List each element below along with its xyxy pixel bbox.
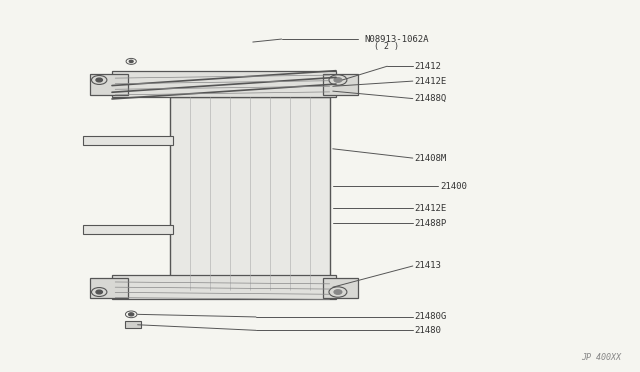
Circle shape [129,60,133,62]
Bar [83,136,173,145]
Text: 21408M: 21408M [415,154,447,163]
Bar [125,321,141,328]
Bar [90,74,128,95]
Bar [90,278,128,298]
Bar [112,71,336,97]
Text: 21412E: 21412E [415,77,447,86]
Text: 21488P: 21488P [415,219,447,228]
Text: 21480G: 21480G [415,312,447,321]
Text: JP 400XX: JP 400XX [581,353,621,362]
Bar [170,97,330,290]
Text: 21412E: 21412E [415,204,447,213]
Text: N08913-1062A: N08913-1062A [365,35,429,44]
Bar [323,278,358,298]
Circle shape [334,78,342,82]
Circle shape [334,290,342,294]
Text: ( 2 ): ( 2 ) [374,42,399,51]
Bar [323,74,358,95]
Bar [83,225,173,234]
Circle shape [96,290,102,294]
Text: 21413: 21413 [415,262,442,270]
Text: 21488Q: 21488Q [415,94,447,103]
Text: 21400: 21400 [440,182,467,190]
Bar [112,275,336,299]
Circle shape [96,78,102,82]
Circle shape [129,313,134,316]
Text: 21412: 21412 [415,62,442,71]
Text: 21480: 21480 [415,326,442,335]
